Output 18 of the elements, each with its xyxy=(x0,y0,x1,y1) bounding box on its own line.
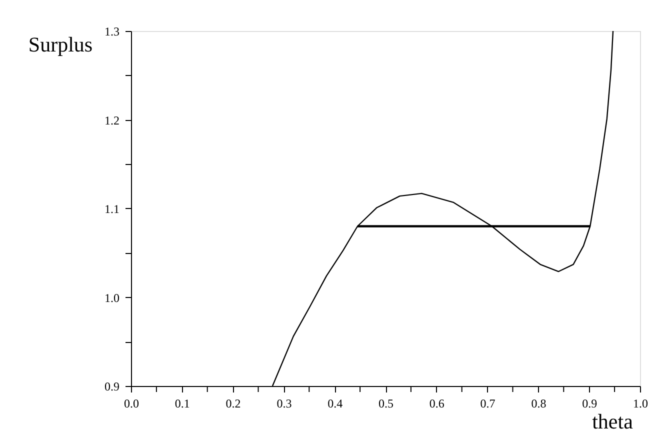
x-tick-label: 0.0 xyxy=(124,396,139,410)
y-tick-label: 0.9 xyxy=(104,380,120,394)
x-tick-label: 0.4 xyxy=(328,396,343,410)
y-tick-label: 1.2 xyxy=(104,113,120,128)
x-tick-label: 0.7 xyxy=(480,396,496,410)
x-tick-label: 0.9 xyxy=(582,396,598,410)
x-tick-label: 0.8 xyxy=(531,396,546,410)
x-tick-label: 0.3 xyxy=(276,396,292,410)
x-tick-label: 0.2 xyxy=(226,396,241,410)
x-axis-title: theta xyxy=(592,410,634,434)
x-tick-label: 0.1 xyxy=(174,396,190,410)
x-tick-label: 0.5 xyxy=(378,396,394,410)
y-axis-title: Surplus xyxy=(28,32,93,56)
y-tick-label: 1.0 xyxy=(104,290,120,305)
x-tick-label: 1.0 xyxy=(633,396,648,410)
x-tick-label: 0.6 xyxy=(429,396,444,410)
y-tick-label: 1.3 xyxy=(104,24,120,38)
y-tick-label: 1.1 xyxy=(104,202,120,216)
